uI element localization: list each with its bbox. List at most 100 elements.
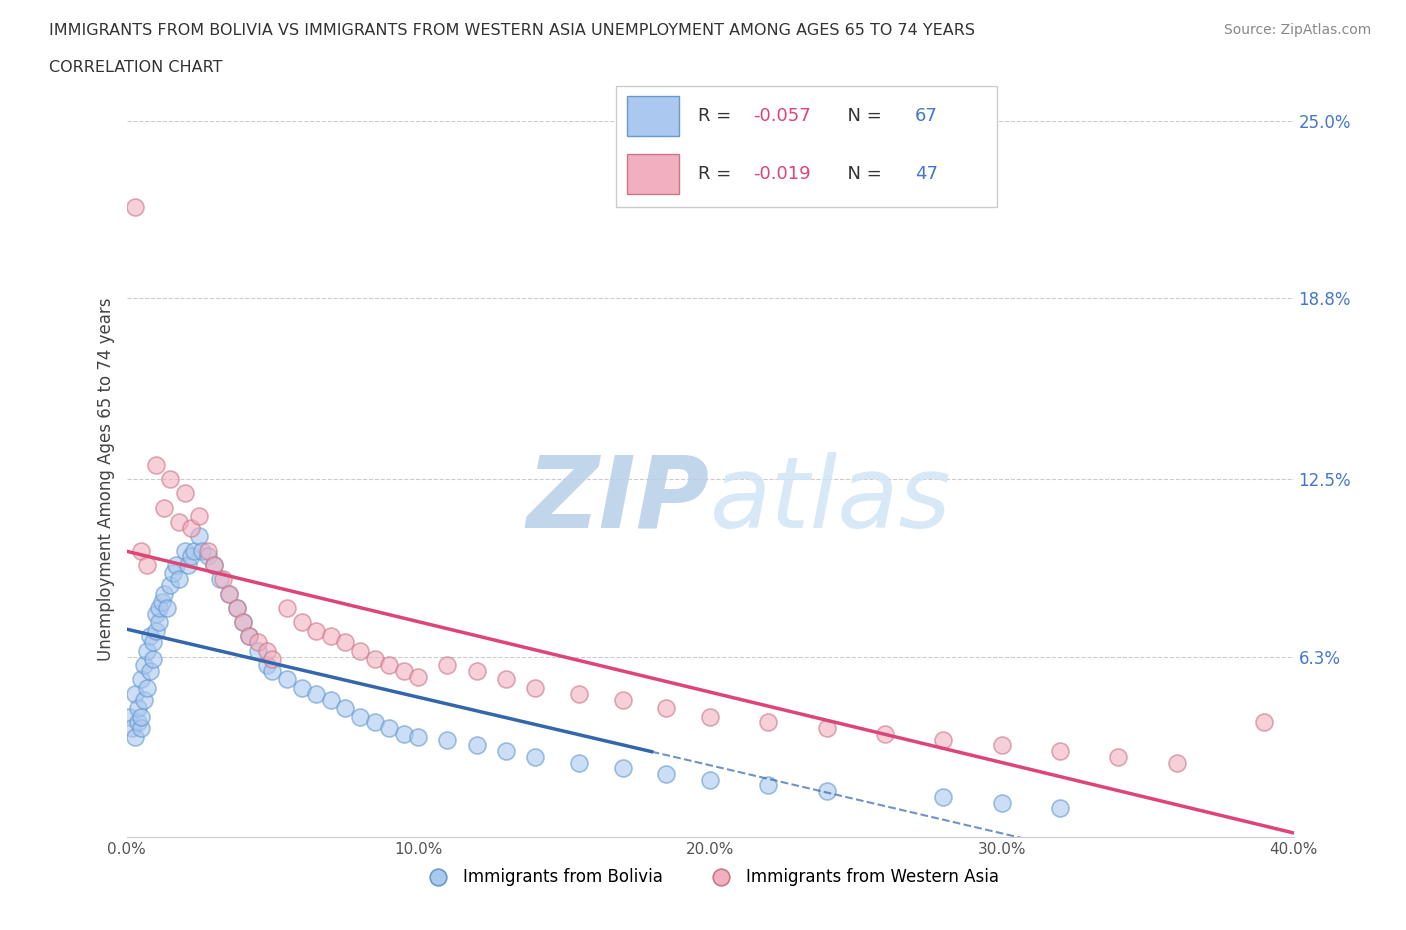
Point	[124, 199, 146, 214]
Point	[335, 635, 357, 650]
Point	[436, 658, 458, 672]
Point	[127, 700, 149, 715]
Point	[495, 672, 517, 687]
Point	[121, 721, 143, 736]
Point	[129, 710, 152, 724]
Point	[183, 543, 205, 558]
Point	[197, 549, 219, 564]
Point	[180, 520, 202, 535]
Text: R =: R =	[699, 166, 737, 183]
Point	[188, 509, 211, 524]
Point	[136, 557, 159, 572]
Point	[136, 644, 159, 658]
Point	[132, 658, 155, 672]
Point	[142, 635, 165, 650]
Point	[211, 572, 233, 587]
Text: 67: 67	[915, 107, 938, 126]
Point	[392, 663, 415, 678]
Y-axis label: Unemployment Among Ages 65 to 74 years: Unemployment Among Ages 65 to 74 years	[97, 298, 115, 660]
Point	[262, 663, 284, 678]
Point	[290, 681, 312, 696]
Point	[875, 726, 897, 741]
Point	[408, 670, 430, 684]
Point	[129, 721, 152, 736]
Point	[167, 514, 190, 529]
Point	[349, 710, 371, 724]
Point	[139, 663, 162, 678]
Point	[232, 615, 254, 630]
Point	[174, 485, 197, 500]
Point	[932, 790, 955, 804]
Point	[408, 729, 430, 744]
Point	[363, 715, 385, 730]
Point	[202, 557, 225, 572]
Point	[174, 543, 197, 558]
Point	[150, 594, 173, 609]
Legend: Immigrants from Bolivia, Immigrants from Western Asia: Immigrants from Bolivia, Immigrants from…	[415, 862, 1005, 893]
Point	[262, 652, 284, 667]
Point	[1049, 801, 1071, 816]
Point	[256, 644, 278, 658]
Point	[363, 652, 385, 667]
Point	[465, 663, 488, 678]
Point	[145, 606, 167, 621]
Point	[139, 629, 162, 644]
Point	[990, 795, 1012, 810]
Point	[305, 686, 328, 701]
Point	[202, 557, 225, 572]
Point	[524, 750, 547, 764]
Point	[612, 761, 634, 776]
Point	[148, 601, 170, 616]
Point	[232, 615, 254, 630]
Point	[699, 710, 721, 724]
Point	[159, 472, 181, 486]
Point	[612, 692, 634, 707]
Point	[378, 658, 401, 672]
Point	[392, 726, 415, 741]
Point	[349, 644, 371, 658]
Point	[756, 778, 779, 793]
Text: R =: R =	[699, 107, 737, 126]
Point	[118, 710, 141, 724]
Point	[932, 732, 955, 747]
Point	[256, 658, 278, 672]
Point	[568, 686, 591, 701]
Point	[238, 629, 260, 644]
Point	[188, 529, 211, 544]
Point	[129, 543, 152, 558]
Point	[1253, 715, 1275, 730]
Point	[180, 549, 202, 564]
Point	[124, 729, 146, 744]
Point	[218, 586, 240, 601]
Text: 47: 47	[915, 166, 938, 183]
Point	[378, 721, 401, 736]
Text: N =: N =	[837, 166, 887, 183]
Point	[699, 772, 721, 787]
Point	[1166, 755, 1188, 770]
Point	[145, 623, 167, 638]
Point	[335, 700, 357, 715]
Point	[162, 566, 184, 581]
Text: ZIP: ZIP	[527, 452, 710, 549]
Point	[159, 578, 181, 592]
Text: IMMIGRANTS FROM BOLIVIA VS IMMIGRANTS FROM WESTERN ASIA UNEMPLOYMENT AMONG AGES : IMMIGRANTS FROM BOLIVIA VS IMMIGRANTS FR…	[49, 23, 976, 38]
Point	[246, 635, 269, 650]
Text: Source: ZipAtlas.com: Source: ZipAtlas.com	[1223, 23, 1371, 37]
Point	[436, 732, 458, 747]
Point	[276, 601, 298, 616]
FancyBboxPatch shape	[627, 154, 679, 194]
Point	[246, 644, 269, 658]
Point	[495, 744, 517, 759]
Point	[156, 601, 179, 616]
Point	[226, 601, 249, 616]
FancyBboxPatch shape	[627, 97, 679, 137]
Point	[153, 500, 176, 515]
Point	[177, 557, 200, 572]
Point	[167, 572, 190, 587]
Text: atlas: atlas	[710, 452, 952, 549]
Point	[153, 586, 176, 601]
Point	[136, 681, 159, 696]
Point	[568, 755, 591, 770]
FancyBboxPatch shape	[616, 86, 997, 206]
Point	[132, 692, 155, 707]
